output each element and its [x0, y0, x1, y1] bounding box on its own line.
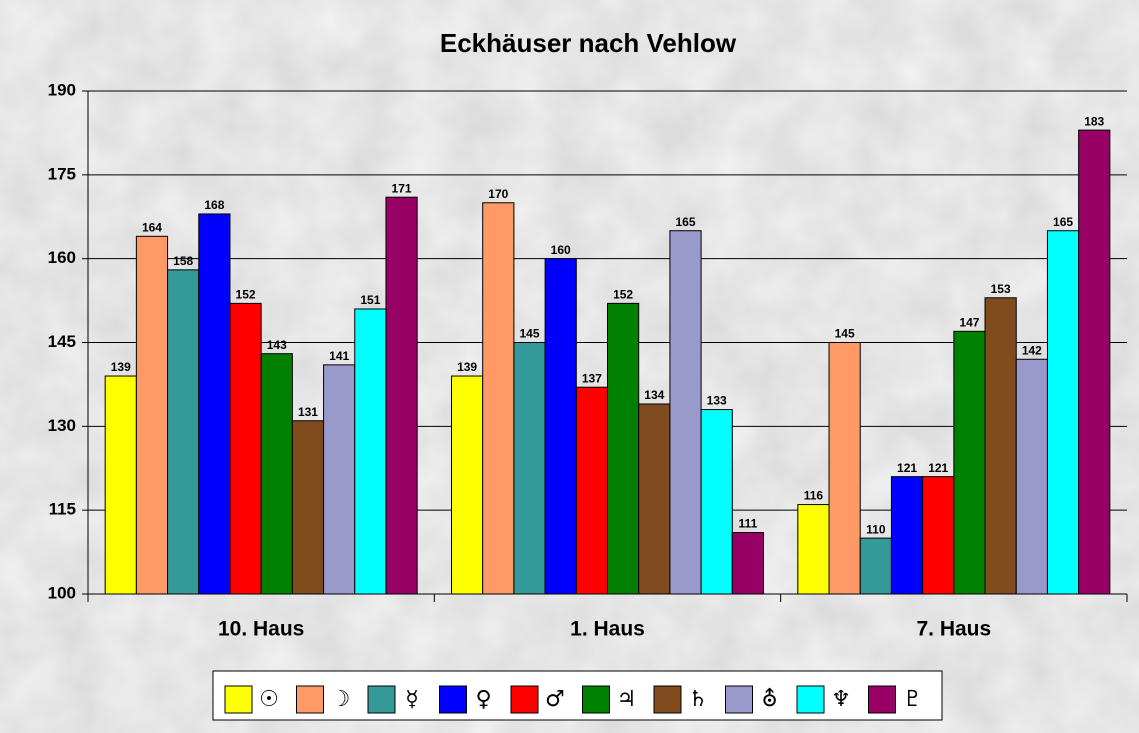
legend-label: ♆ — [831, 687, 851, 712]
legend-swatch — [510, 685, 539, 714]
y-tick-label: 115 — [49, 500, 76, 519]
legend-label: ♄ — [688, 687, 708, 712]
bar — [385, 196, 418, 595]
legend-swatch — [796, 685, 825, 714]
legend-label: ☽ — [331, 687, 351, 712]
data-label: 147 — [959, 315, 979, 329]
bar — [1015, 358, 1048, 595]
data-label: 152 — [236, 288, 256, 302]
y-tick-label: 175 — [48, 164, 76, 183]
data-label: 165 — [1053, 215, 1073, 229]
bar — [890, 476, 924, 595]
bar — [984, 297, 1017, 595]
bar — [731, 532, 764, 595]
bar — [198, 213, 231, 595]
bar — [859, 537, 892, 595]
data-label: 168 — [204, 198, 224, 212]
bar — [544, 258, 577, 595]
x-tick-label: 10. Haus — [218, 618, 304, 641]
data-label: 145 — [519, 327, 539, 341]
x-tick-label: 7. Haus — [916, 618, 991, 641]
legend-label: ♀ — [475, 687, 491, 712]
bar — [607, 302, 640, 595]
y-tick-label: 190 — [48, 80, 76, 99]
legend-swatch — [367, 685, 396, 714]
legend-label: ⛢ — [761, 687, 777, 712]
data-label: 153 — [991, 282, 1011, 296]
y-tick-label: 145 — [48, 332, 76, 351]
data-label: 137 — [582, 371, 602, 385]
bar — [1078, 129, 1111, 595]
bar — [354, 308, 387, 595]
chart-title: Eckhäuser nach Vehlow — [440, 28, 737, 58]
legend-label: ♃ — [617, 687, 637, 712]
data-label: 139 — [457, 360, 477, 374]
bar — [669, 230, 702, 595]
data-label: 152 — [613, 288, 633, 302]
data-label: 111 — [739, 517, 758, 531]
legend-swatch — [296, 685, 324, 714]
legend-swatch — [868, 685, 896, 714]
data-label: 143 — [267, 338, 287, 352]
data-label: 171 — [392, 181, 412, 195]
data-label: 133 — [707, 394, 727, 408]
data-label: 151 — [360, 293, 380, 307]
data-label: 165 — [675, 215, 695, 229]
data-label: 183 — [1084, 114, 1104, 128]
data-label: 139 — [111, 360, 131, 374]
legend-swatch — [224, 685, 253, 714]
x-tick-label: 1. Haus — [570, 618, 645, 641]
data-label: 145 — [835, 327, 855, 341]
bar — [229, 302, 262, 595]
data-label: 164 — [142, 220, 162, 234]
bar — [260, 353, 293, 595]
bar — [291, 420, 325, 595]
data-label: 141 — [329, 349, 349, 363]
legend-label: ♇ — [903, 687, 923, 712]
bar — [323, 364, 356, 595]
bar — [513, 342, 546, 595]
data-label: 121 — [928, 461, 948, 475]
y-tick-label: 160 — [48, 248, 76, 267]
bar — [828, 342, 861, 595]
data-label: 160 — [551, 243, 571, 257]
bar — [575, 386, 608, 595]
bar — [167, 269, 200, 595]
bar — [135, 235, 169, 595]
data-label: 121 — [897, 461, 917, 475]
legend-swatch — [725, 685, 753, 714]
bar — [797, 504, 830, 595]
bar — [953, 330, 986, 595]
data-label: 116 — [804, 489, 824, 503]
bar — [1046, 230, 1080, 595]
bar — [700, 409, 733, 595]
legend-swatch — [439, 685, 467, 714]
bar — [922, 476, 955, 595]
y-tick-label: 100 — [48, 583, 76, 602]
bar — [638, 403, 671, 595]
legend-swatch — [582, 685, 610, 714]
bar — [104, 375, 137, 595]
data-label: 170 — [488, 187, 508, 201]
data-label: 142 — [1022, 343, 1042, 357]
legend-swatch — [653, 685, 682, 714]
bar — [482, 202, 515, 595]
data-label: 158 — [173, 254, 193, 268]
legend-label: ☉ — [259, 687, 279, 712]
bar — [451, 375, 484, 595]
legend-label: ♂ — [545, 687, 565, 712]
data-label: 131 — [298, 405, 318, 419]
legend-label: ☿ — [405, 687, 419, 712]
data-label: 110 — [866, 522, 886, 536]
data-label: 134 — [644, 388, 664, 402]
y-tick-label: 130 — [48, 416, 76, 435]
